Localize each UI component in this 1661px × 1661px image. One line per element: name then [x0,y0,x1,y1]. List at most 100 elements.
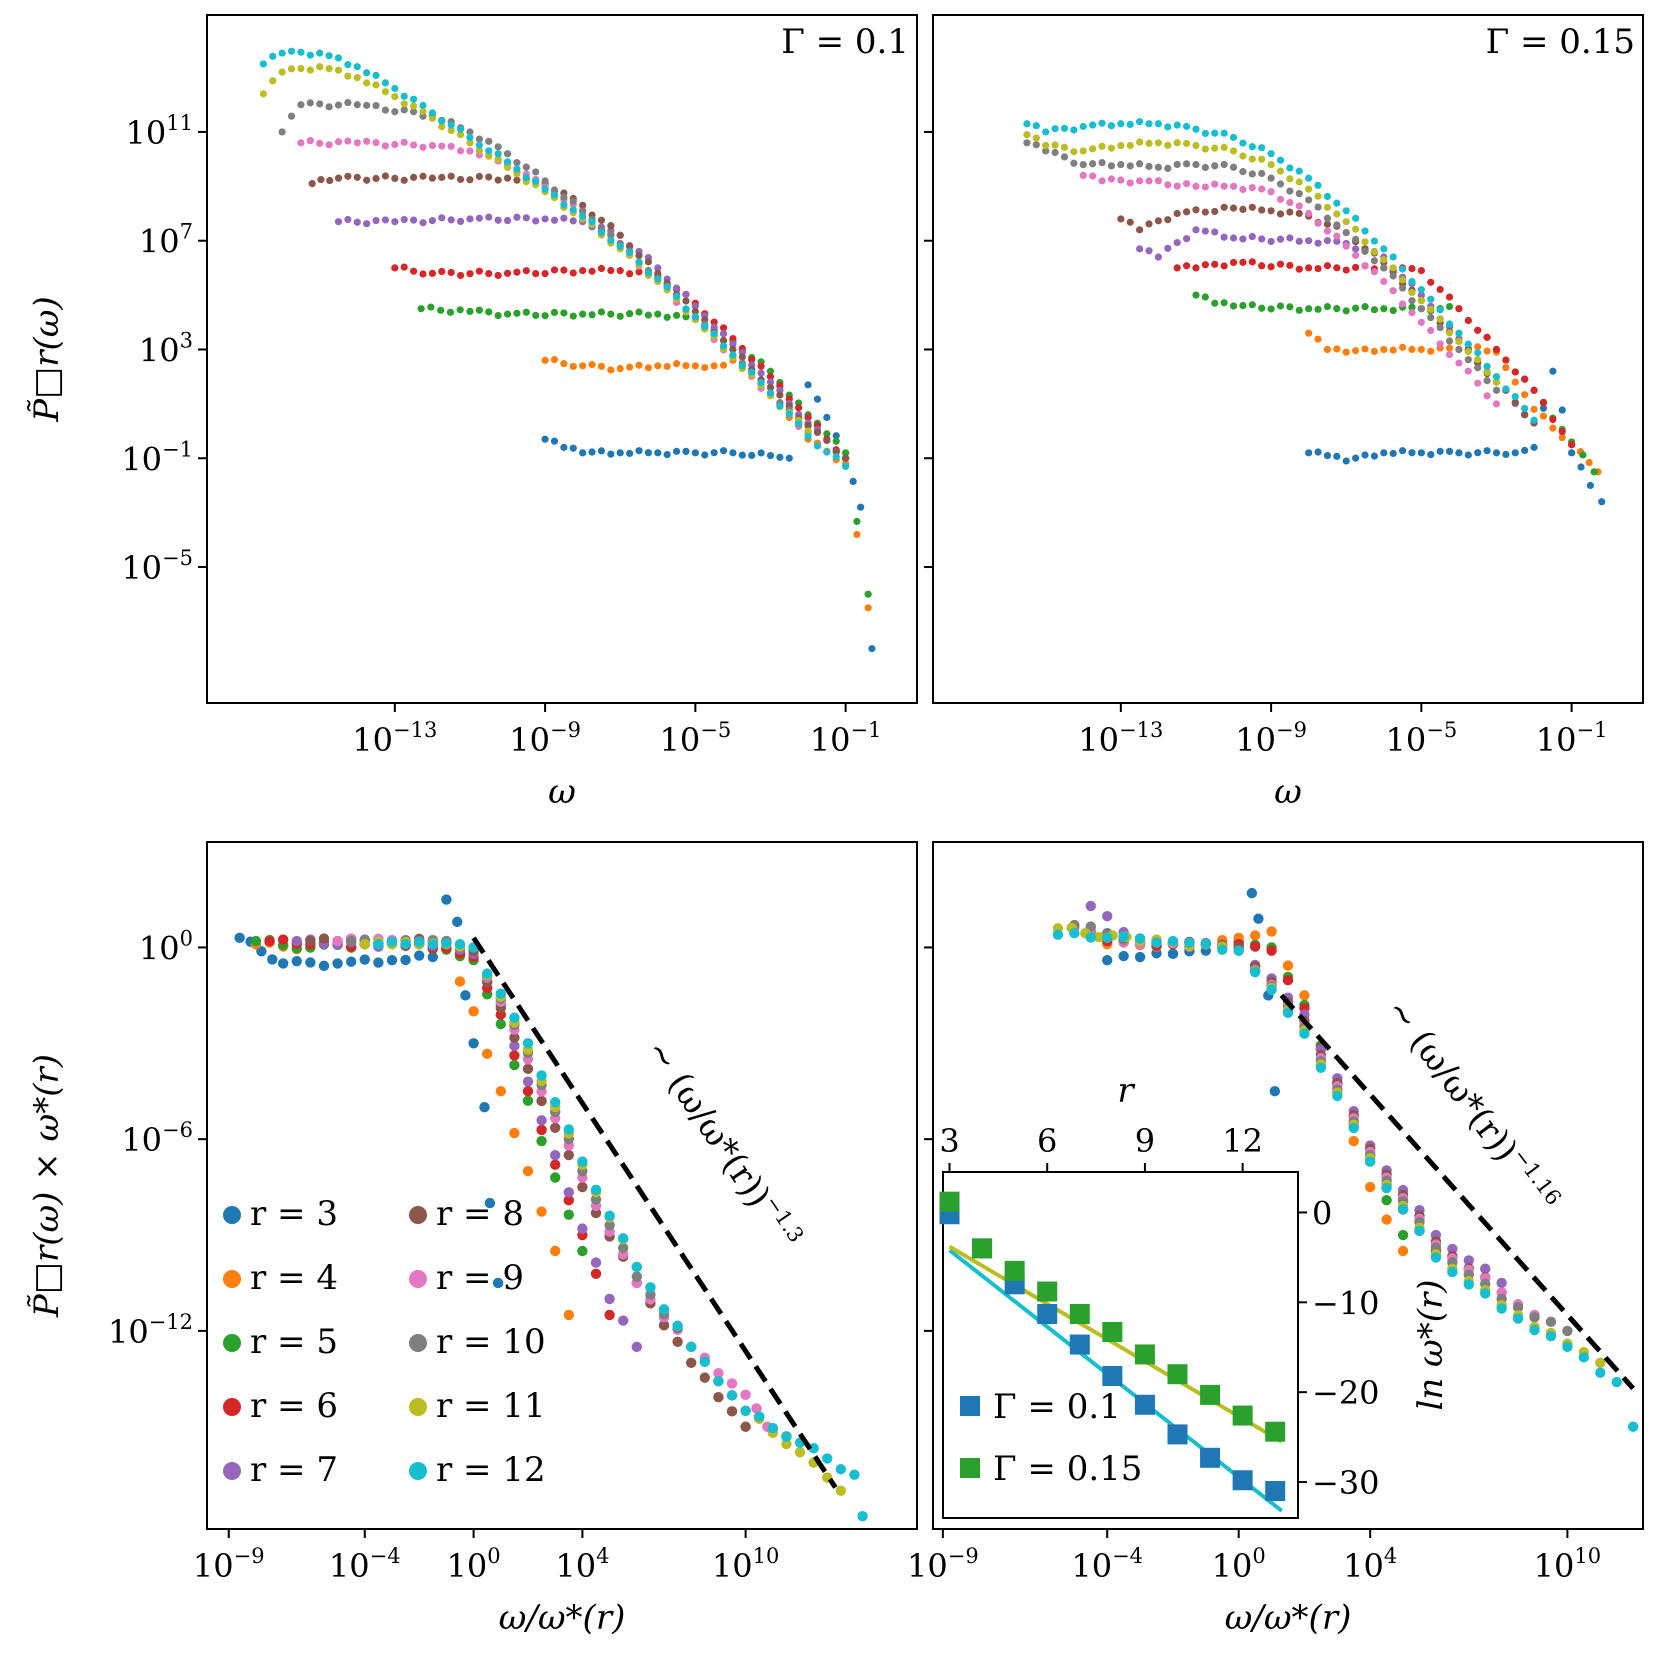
point-r7 [1085,900,1096,912]
inset-marker [1004,1260,1025,1281]
point-r10 [1323,214,1332,222]
point-r11 [428,114,436,122]
point-r3 [1598,498,1606,506]
point-r3 [857,503,865,511]
point-r12 [428,109,436,117]
point-r5 [644,311,653,319]
point-r3 [1398,447,1407,455]
point-r11 [1427,305,1435,314]
point-r9 [1352,251,1360,259]
point-r9 [1276,195,1285,203]
point-r3 [588,448,596,456]
legend-marker-r10 [409,1334,427,1352]
point-r6 [1549,415,1557,424]
point-r3 [729,449,737,457]
point-r3 [484,1197,496,1209]
point-r8 [813,428,822,437]
inset-y-tick-label: −20 [1312,1374,1380,1412]
point-r7 [1201,227,1209,235]
point-r11 [1445,329,1454,337]
point-r6 [1305,264,1313,272]
point-r8 [682,297,690,305]
point-r4 [1417,345,1425,354]
point-r4 [1397,1245,1409,1257]
point-r6 [509,1050,520,1061]
point-r7 [1220,233,1228,241]
point-r10 [1032,141,1040,149]
inset-marker [1232,1405,1253,1426]
point-r7 [428,217,436,225]
point-r4 [682,362,690,370]
point-r12 [306,51,314,59]
point-r5 [563,1209,575,1220]
point-r8 [1220,203,1228,211]
point-r8 [616,231,624,239]
point-r9 [1079,171,1087,180]
point-r12 [560,201,568,209]
point-r11 [1258,155,1266,163]
point-r7 [466,215,474,223]
point-r12 [1184,937,1195,948]
point-r3 [492,1277,504,1289]
point-r5 [766,367,775,375]
point-r9 [1455,359,1463,367]
point-r4 [864,604,872,612]
point-r3 [1370,452,1379,460]
point-r12 [494,150,502,158]
point-r10 [1211,162,1219,170]
point-r11 [269,77,277,85]
point-r5 [466,307,474,316]
point-r11 [1145,139,1153,148]
point-r5 [864,590,872,598]
point-r9 [400,138,408,146]
point-r7 [291,935,302,947]
point-r8 [456,175,465,184]
point-r7 [344,215,352,224]
point-r11 [372,81,380,89]
point-r11 [1089,145,1097,153]
point-r4 [495,1086,506,1097]
y-tick-label: 103 [139,328,193,369]
point-r9 [1398,300,1407,308]
point-r4 [663,362,671,371]
point-r6 [563,1195,575,1206]
point-r10 [494,143,502,151]
point-r12 [1447,1266,1458,1278]
point-r10 [541,177,549,185]
point-r3 [785,454,793,462]
point-r7 [604,1293,615,1305]
point-r11 [438,123,446,131]
point-r6 [400,263,408,271]
x-tick-label: 100 [1212,1544,1266,1585]
point-r6 [513,268,521,276]
point-r6 [710,318,718,326]
legend-marker-r3 [223,1206,241,1224]
point-r10 [604,1220,615,1231]
point-r10 [1173,160,1181,169]
point-r12 [713,1376,724,1387]
point-r12 [849,1469,860,1480]
point-r5 [1211,299,1219,307]
point-r12 [549,1097,561,1108]
point-r8 [1286,208,1294,216]
point-r9 [1117,176,1125,184]
point-r4 [1323,345,1332,354]
x-axis-label: ω/ω*(r) [499,1598,626,1638]
point-r10 [1042,147,1050,155]
point-r12 [701,322,709,330]
point-r6 [1427,278,1435,286]
point-r12 [1389,253,1397,261]
point-r6 [410,267,418,275]
point-r12 [1511,392,1519,401]
point-r3 [1474,449,1482,457]
point-r7 [757,369,765,377]
point-r3 [663,451,671,459]
point-r3 [1389,449,1397,458]
point-r4 [549,1245,561,1257]
point-r4 [1521,391,1529,399]
data-points [259,47,876,653]
point-r8 [654,269,662,277]
point-r5 [1201,293,1209,301]
point-r8 [344,172,352,180]
point-r12 [1480,1288,1491,1299]
